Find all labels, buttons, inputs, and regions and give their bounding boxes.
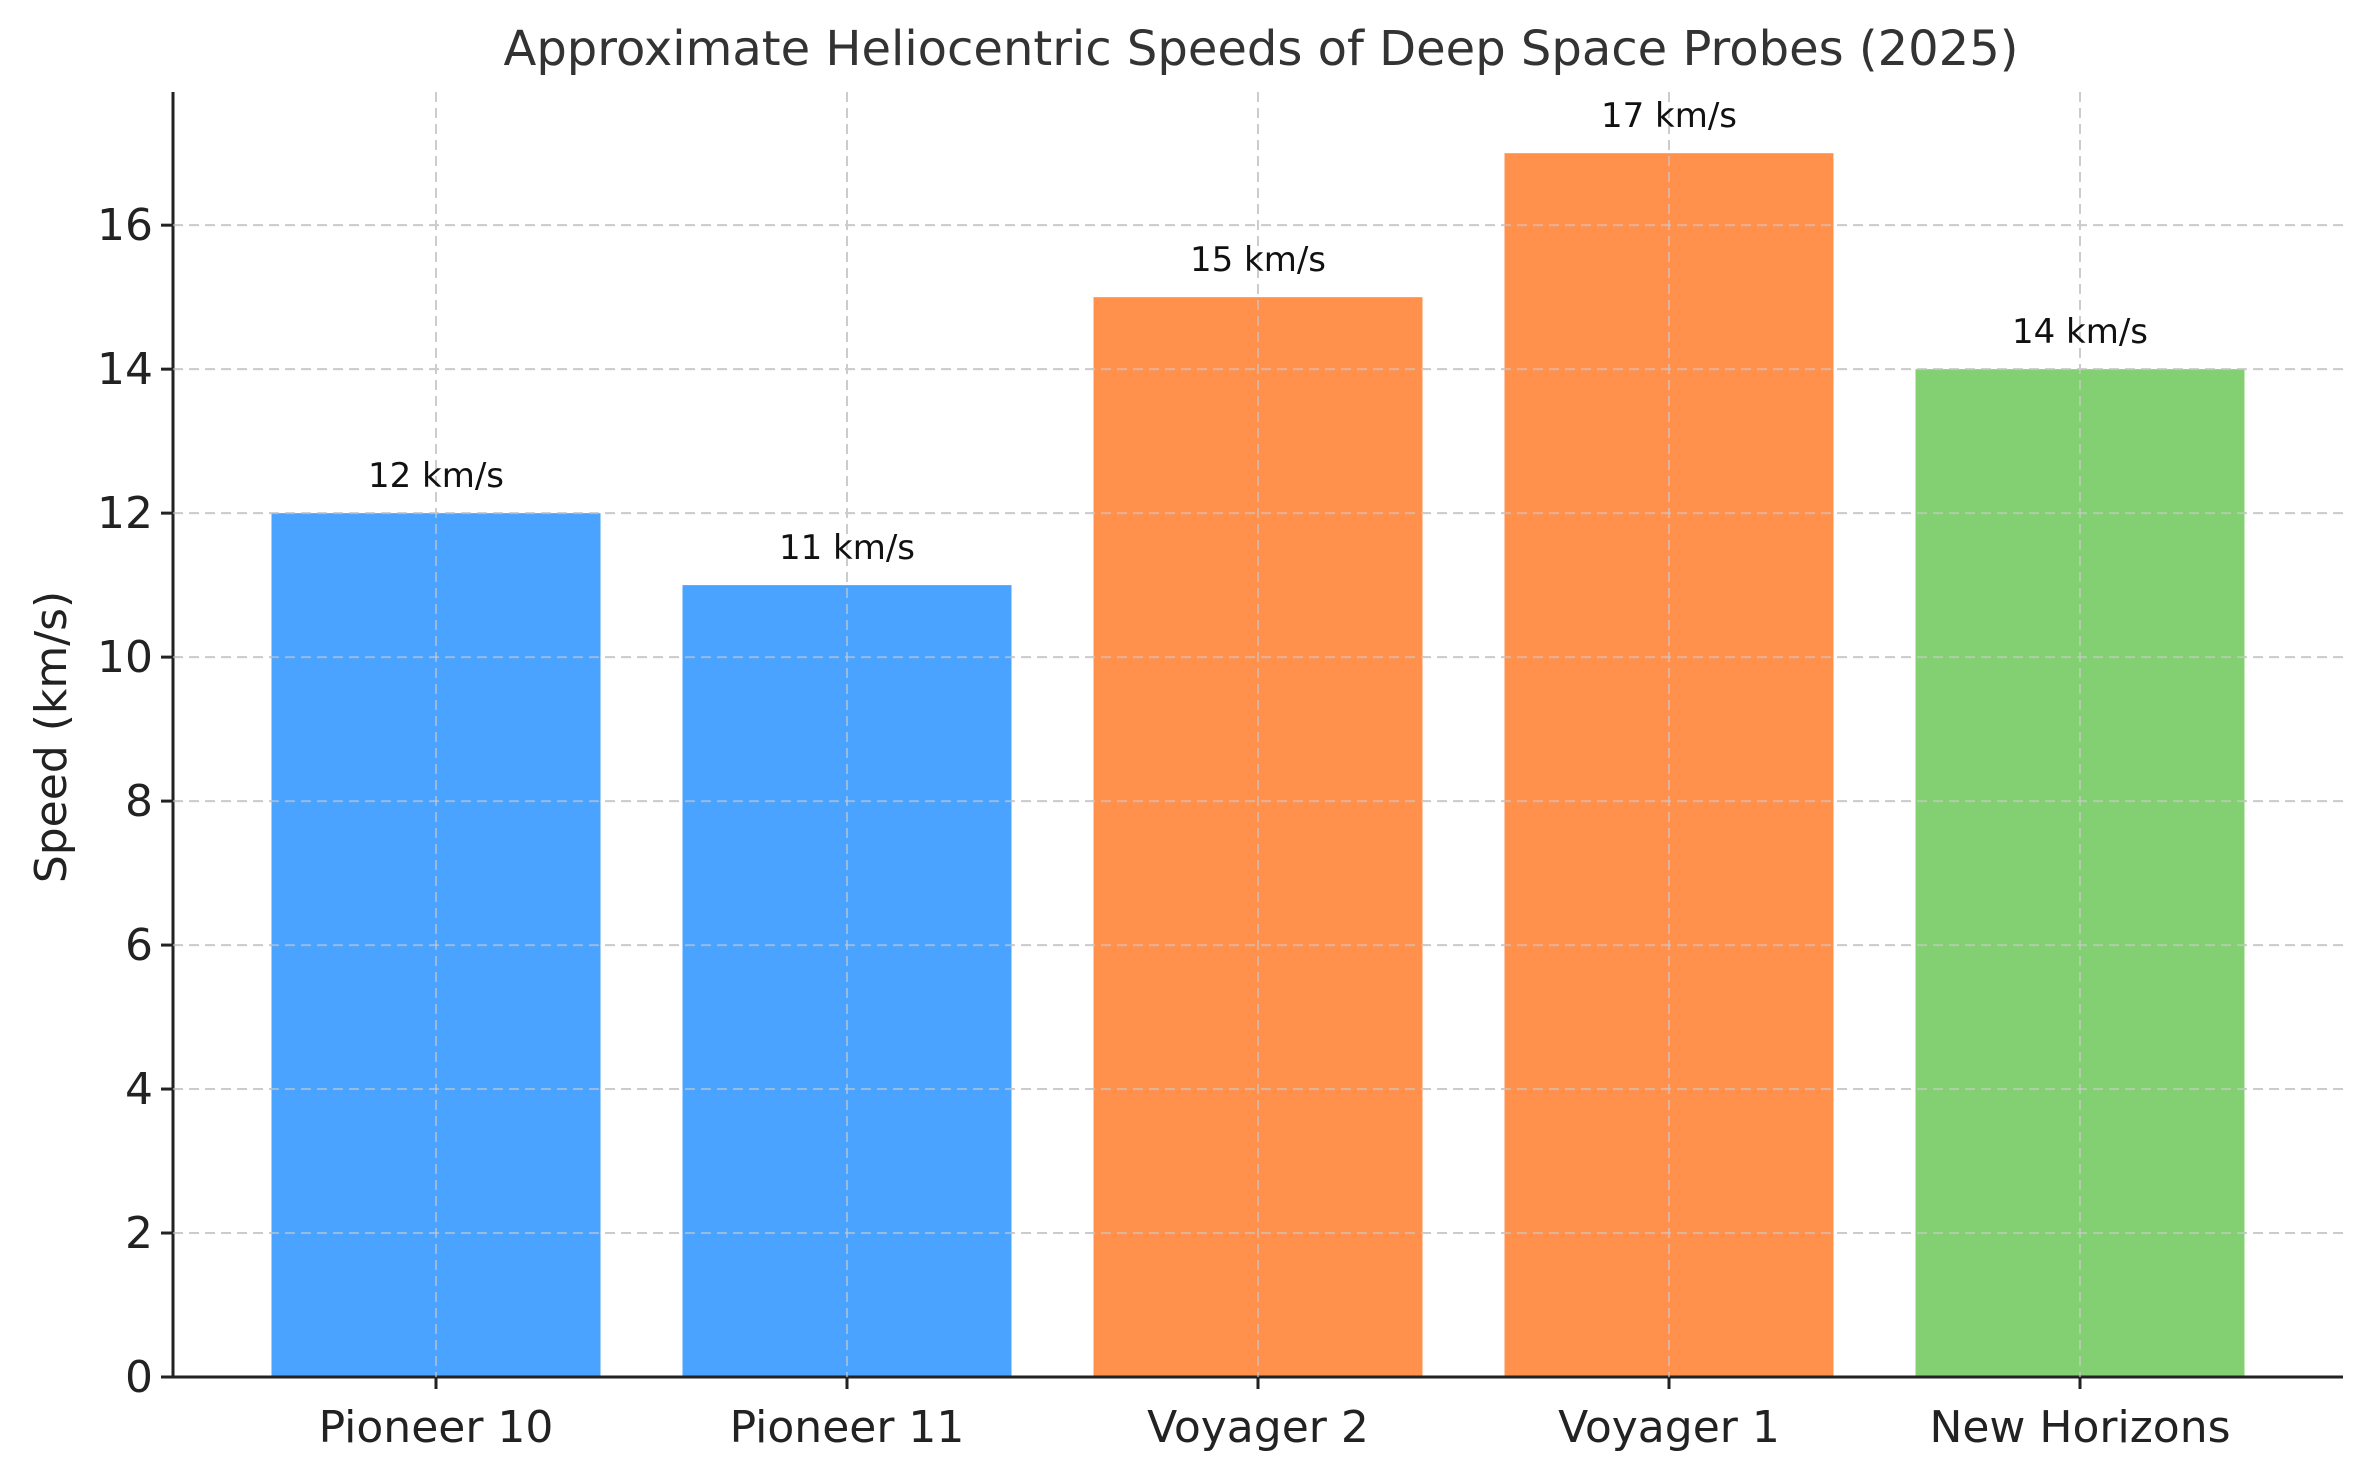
y-tick-label: 8 <box>125 776 153 827</box>
x-tick-label: Voyager 1 <box>1558 1402 1780 1453</box>
y-tick-label: 14 <box>97 344 153 395</box>
y-tick-label: 16 <box>97 200 153 251</box>
data-label: 15 km/s <box>1190 240 1326 280</box>
y-tick-label: 6 <box>125 920 153 971</box>
ticks: 0 2 4 6 8 10 12 14 16 Pioneer 10 Pioneer 11 Voyager… <box>97 200 2231 1453</box>
bar-new-horizons <box>1915 369 2245 1377</box>
x-tick-label: Pioneer 11 <box>730 1402 965 1453</box>
y-tick-label: 12 <box>97 488 153 539</box>
x-tick-label: Pioneer 10 <box>319 1402 554 1453</box>
x-tick-label: New Horizons <box>1929 1402 2230 1453</box>
y-tick-label: 2 <box>125 1208 153 1259</box>
x-tick-label: Voyager 2 <box>1147 1402 1369 1453</box>
data-labels: 12 km/s 11 km/s 15 km/s 17 km/s 14 km/s <box>173 92 2343 1377</box>
y-tick-label: 4 <box>125 1064 153 1115</box>
data-label: 14 km/s <box>2012 312 2148 352</box>
data-label: 17 km/s <box>1601 96 1737 136</box>
data-label: 12 km/s <box>368 456 504 496</box>
y-tick-label: 0 <box>125 1352 153 1403</box>
y-axis-label: Speed (km/s) <box>26 591 77 883</box>
data-label: 11 km/s <box>779 528 915 568</box>
chart-title: Approximate Heliocentric Speeds of Deep … <box>504 21 2019 77</box>
y-tick-label: 10 <box>97 632 153 683</box>
